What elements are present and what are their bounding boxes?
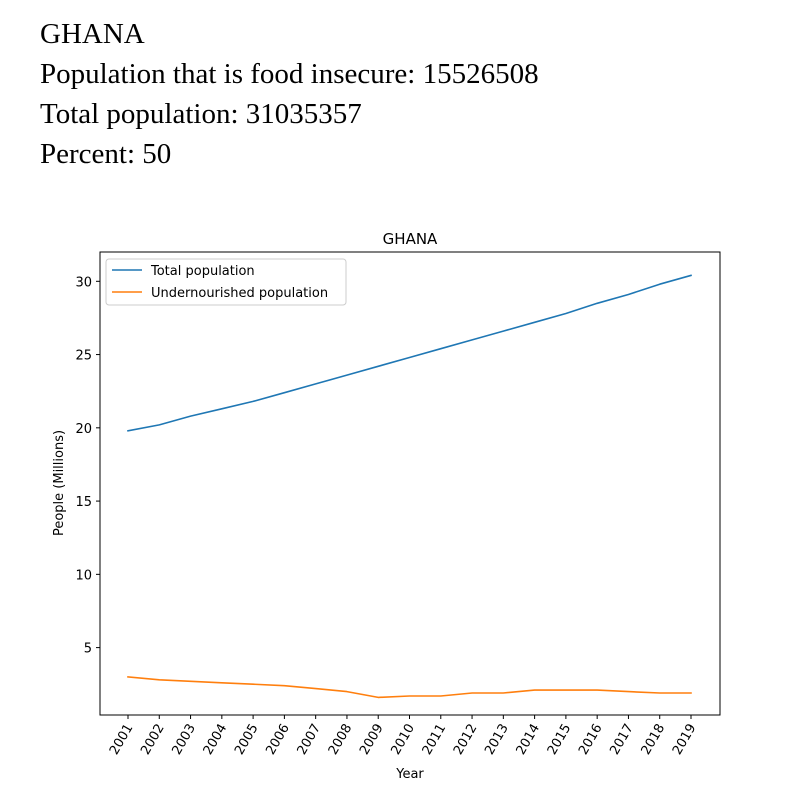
x-tick-label: 2019: [670, 722, 700, 758]
x-tick-label: 2009: [357, 722, 387, 758]
legend-box: [105, 258, 347, 306]
y-tick-label: 5: [84, 642, 92, 657]
x-tick-label: 2007: [295, 722, 325, 758]
y-tick-label: 15: [75, 495, 92, 510]
chart-title: GHANA: [383, 230, 438, 248]
x-tick-label: 2018: [639, 722, 669, 758]
x-tick-label: 2004: [201, 722, 231, 758]
y-tick-label: 30: [75, 275, 92, 290]
legend-label: Total population: [150, 264, 255, 279]
y-axis-label: People (Millions): [52, 430, 67, 536]
x-tick-label: 2002: [138, 722, 168, 758]
x-tick-label: 2005: [232, 722, 262, 758]
plot-frame: [99, 251, 721, 716]
food-insecure-line: Population that is food insecure: 155265…: [40, 58, 539, 90]
percent-line: Percent: 50: [40, 138, 172, 170]
x-tick-label: 2001: [107, 722, 137, 758]
x-tick-label: 2013: [482, 722, 512, 758]
x-axis-label: Year: [395, 767, 424, 782]
x-tick-label: 2014: [514, 722, 544, 758]
x-tick-label: 2015: [545, 722, 575, 758]
total-population-line: Total population: 31035357: [40, 98, 362, 130]
x-tick-label: 2016: [576, 722, 606, 758]
legend-label: Undernourished population: [151, 286, 328, 301]
header-block: GHANA Population that is food insecure: …: [40, 14, 539, 174]
undernourished-population-line: [127, 676, 692, 699]
x-tick-label: 2011: [420, 722, 450, 758]
x-tick-label: 2003: [169, 722, 199, 758]
x-tick-label: 2008: [326, 722, 356, 758]
y-tick-label: 10: [75, 568, 92, 583]
country-name: GHANA: [40, 18, 145, 50]
y-tick-label: 25: [75, 349, 92, 364]
y-tick-label: 20: [75, 422, 92, 437]
x-tick-label: 2010: [388, 722, 418, 758]
x-tick-label: 2006: [263, 722, 293, 758]
total-population-line: [127, 274, 692, 432]
x-tick-label: 2012: [451, 722, 481, 758]
x-tick-label: 2017: [607, 722, 637, 758]
